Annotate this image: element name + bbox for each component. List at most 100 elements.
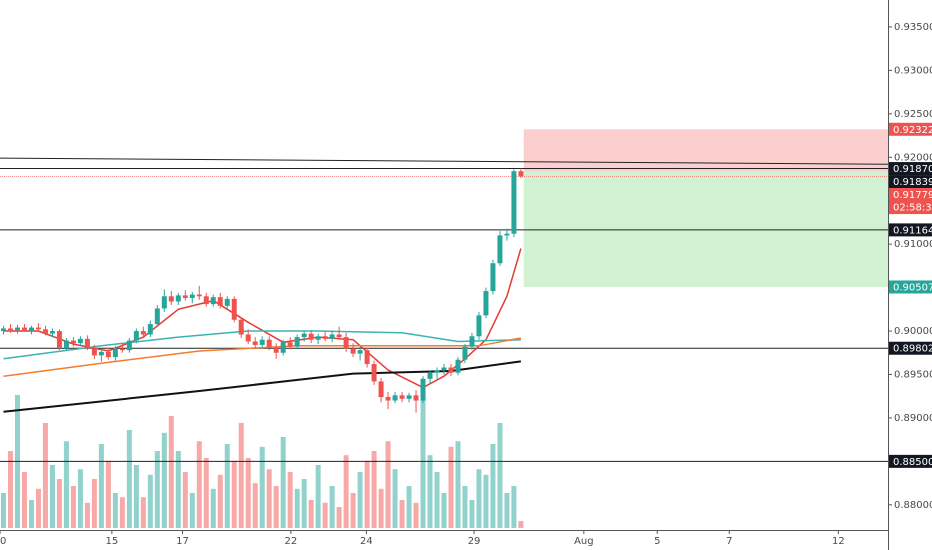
volume-bar: [385, 441, 391, 528]
candle-body: [168, 296, 174, 302]
volume-bar: [434, 472, 440, 528]
volume-bar: [483, 474, 489, 528]
candle-body: [483, 291, 489, 316]
volume-bar: [168, 416, 174, 528]
volume-bar: [147, 474, 153, 528]
moving-average: [3, 330, 521, 360]
candle-body: [238, 319, 244, 335]
x-tick-label: 10: [0, 536, 6, 547]
y-tick-label: 0.89500: [894, 369, 932, 380]
volume-bar: [77, 469, 83, 528]
candle-body: [301, 333, 307, 338]
candle-body: [154, 308, 160, 325]
y-tick-label: 0.89000: [894, 413, 932, 424]
price-label-box: [889, 454, 932, 468]
volume-bar: [154, 451, 160, 528]
price-label-box: [889, 223, 932, 237]
candle-body: [70, 340, 76, 344]
volume-bar: [490, 444, 496, 528]
y-tick-label: 0.91000: [894, 239, 932, 250]
volume-bar: [301, 479, 307, 528]
volume-bar: [252, 483, 258, 528]
moving-average: [3, 248, 522, 389]
price-label: 0.89802: [893, 344, 932, 355]
volume-bar: [462, 486, 468, 528]
candle-body: [133, 331, 139, 341]
x-tick-label: 22: [285, 536, 298, 547]
volume-bar: [273, 486, 279, 528]
volume-bar: [315, 465, 321, 528]
volume-bar: [504, 493, 510, 528]
candle-body: [364, 350, 370, 365]
candle-body: [119, 348, 125, 351]
candle-body: [196, 294, 202, 297]
volume-bar: [217, 474, 223, 528]
volume-bar: [0, 493, 6, 528]
candle-body: [476, 315, 482, 337]
price-label: 0.91839: [893, 177, 932, 188]
volume-bar: [91, 479, 97, 528]
candle-body: [280, 342, 286, 353]
volume-bar: [413, 502, 419, 528]
candle-body: [35, 327, 41, 330]
volume-bar: [294, 488, 300, 528]
candle-body: [462, 346, 468, 360]
volume-bar: [105, 460, 111, 528]
candle-body: [21, 327, 27, 332]
volume-bar: [119, 497, 125, 528]
volume-bar: [175, 451, 181, 528]
volume-bar: [35, 488, 41, 528]
candle-body: [105, 351, 111, 358]
volume-bar: [455, 441, 461, 528]
candle-body: [504, 233, 510, 236]
volume-bar: [476, 469, 482, 528]
price-label-box: [889, 162, 932, 176]
volume-bar: [357, 472, 363, 528]
candle-body: [7, 328, 13, 331]
candle-body: [14, 327, 20, 331]
candle-body: [371, 364, 377, 382]
volume-bar: [84, 502, 90, 528]
candle-body: [518, 171, 524, 177]
time-axis-bg: [0, 530, 888, 550]
candle-body: [336, 334, 342, 338]
candle-body: [98, 351, 104, 356]
volume-bar: [329, 486, 335, 528]
price-label: 0.91779: [893, 190, 932, 201]
candle-body: [42, 329, 48, 334]
volume-bar: [469, 500, 475, 528]
volume-bar: [21, 472, 27, 528]
price-label: 0.92322: [893, 125, 932, 136]
candle-body: [217, 297, 223, 306]
candle-body: [182, 295, 188, 299]
candle-body: [308, 333, 314, 340]
candle-body: [511, 171, 517, 234]
candle-body: [224, 298, 230, 306]
volume-bar: [280, 437, 286, 528]
volume-bar: [196, 441, 202, 528]
candle-body: [287, 342, 293, 347]
volume-bar: [133, 465, 139, 528]
candle-body: [140, 331, 146, 335]
candle-body: [273, 347, 279, 353]
x-tick-label: 24: [360, 536, 373, 547]
volume-bar: [126, 430, 132, 528]
volume-bar: [56, 479, 62, 528]
volume-bar: [98, 444, 104, 528]
candle-body: [259, 339, 265, 345]
volume-bar: [448, 446, 454, 528]
volume-bar: [392, 469, 398, 528]
y-tick-label: 0.92500: [894, 109, 932, 120]
candle-body: [77, 338, 83, 344]
volume-bar: [224, 444, 230, 528]
target-zone: [523, 171, 888, 287]
candle-body: [112, 348, 118, 358]
candle-body: [448, 367, 454, 373]
candle-body: [210, 297, 216, 305]
candle-body: [413, 395, 419, 401]
stop-zone: [523, 129, 888, 172]
volume-bar: [245, 458, 251, 528]
candle-body: [161, 296, 167, 309]
volume-bar: [441, 493, 447, 528]
x-tick-label: Aug: [574, 536, 594, 547]
